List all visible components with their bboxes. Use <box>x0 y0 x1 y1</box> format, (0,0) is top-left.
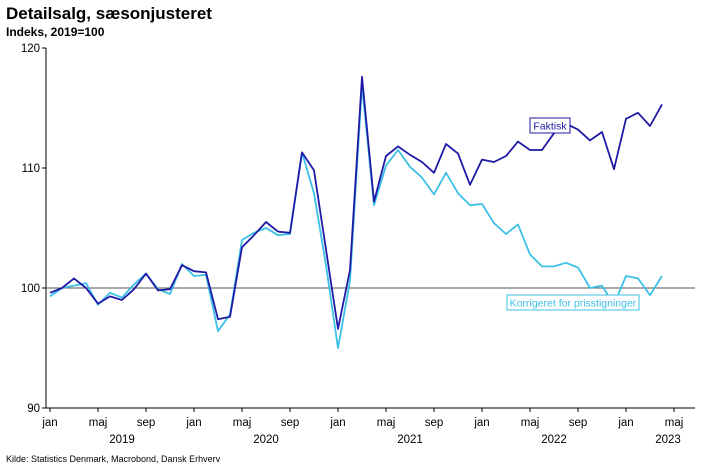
y-tick-label: 90 <box>27 403 40 415</box>
chart-source: Kilde: Statistics Denmark, Macrobond, Da… <box>6 454 221 464</box>
x-tick-label: maj <box>89 417 108 429</box>
x-tick-label: sep <box>281 417 300 429</box>
legend-box <box>529 117 571 134</box>
year-label: 2022 <box>541 434 567 446</box>
y-tick-label: 120 <box>21 43 40 55</box>
x-tick-label: sep <box>569 417 588 429</box>
x-tick-label: jan <box>185 417 201 429</box>
year-label: 2019 <box>109 434 135 446</box>
legend-box <box>506 294 640 311</box>
x-tick-label: jan <box>41 417 57 429</box>
x-tick-label: maj <box>665 417 684 429</box>
chart-title: Detailsalg, sæsonjusteret <box>6 4 212 23</box>
x-tick-label: maj <box>377 417 396 429</box>
year-label: 2021 <box>397 434 423 446</box>
y-tick-label: 100 <box>21 283 40 295</box>
x-tick-label: maj <box>521 417 540 429</box>
chart-subtitle: Indeks, 2019=100 <box>6 25 105 39</box>
x-tick-label: jan <box>617 417 633 429</box>
y-tick-label: 110 <box>22 163 40 175</box>
x-tick-label: sep <box>425 417 444 429</box>
x-tick-label: maj <box>233 417 252 429</box>
series-label: Faktisk <box>533 121 567 133</box>
year-label: 2020 <box>253 434 279 446</box>
x-tick-label: sep <box>137 417 156 429</box>
series-line <box>49 75 663 330</box>
x-tick-label: jan <box>329 417 345 429</box>
year-label: 2023 <box>655 434 681 446</box>
x-tick-label: jan <box>473 417 489 429</box>
series-label: Korrigeret for prisstigninger <box>510 298 637 310</box>
